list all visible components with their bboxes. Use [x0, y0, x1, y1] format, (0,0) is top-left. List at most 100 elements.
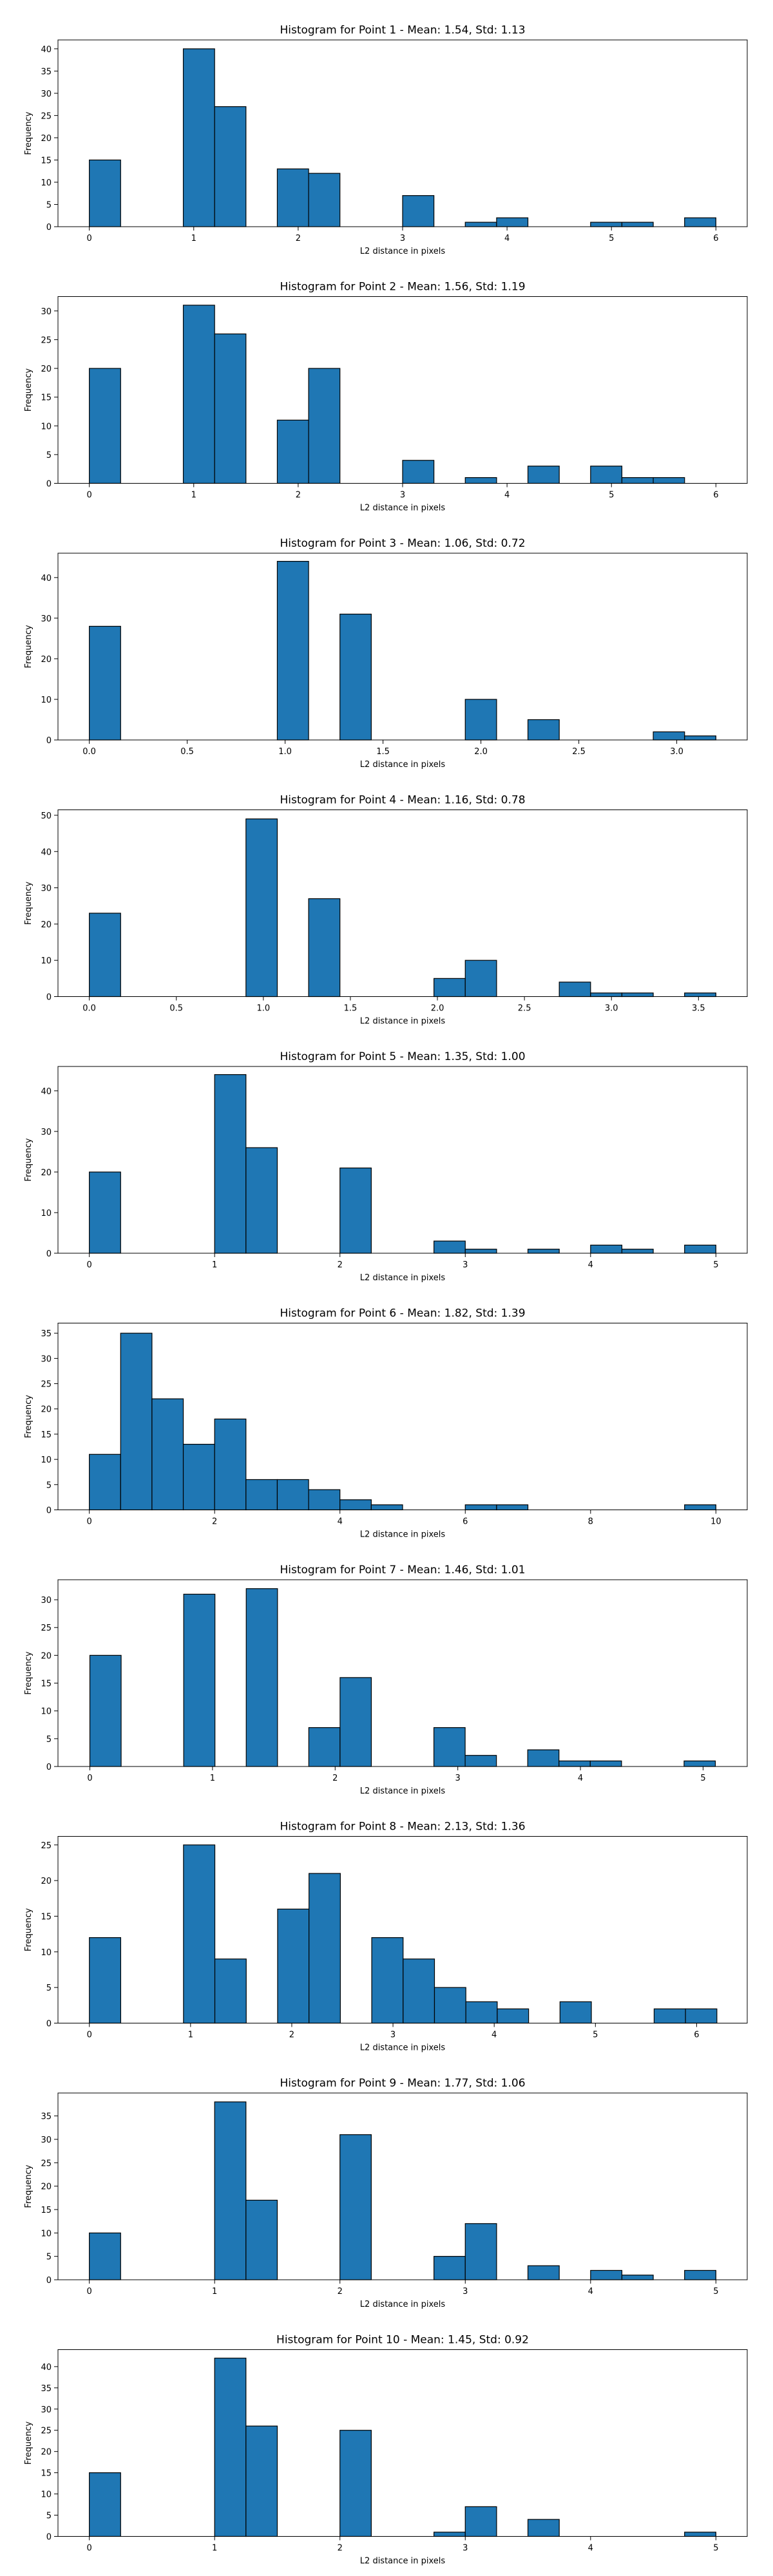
histogram-bar	[590, 2269, 623, 2280]
chart-panel-3: Histogram for Point 3 - Mean: 1.06, Std:…	[24, 537, 748, 770]
histogram-bar	[464, 477, 497, 484]
y-tick-label: 0	[46, 2020, 52, 2029]
histogram-bar	[590, 222, 623, 227]
y-tick-label: 20	[41, 365, 52, 374]
histogram-bar	[590, 992, 623, 998]
x-tick-label: 2	[338, 2544, 343, 2553]
histogram-bar	[308, 898, 341, 998]
y-tick-label: 25	[41, 2159, 52, 2168]
x-axis-label: L2 distance in pixels	[360, 2557, 446, 2566]
chart-title: Histogram for Point 10 - Mean: 1.45, Std…	[276, 2334, 529, 2347]
y-tick-label: 10	[41, 2229, 52, 2239]
x-tick-label: 0	[86, 1517, 91, 1527]
histogram-bar	[497, 2008, 530, 2024]
y-tick-label: 25	[41, 111, 52, 121]
plot-frame	[57, 1323, 748, 1510]
histogram-bar	[308, 173, 341, 227]
x-axis-label: L2 distance in pixels	[360, 1273, 446, 1283]
x-axis-label: L2 distance in pixels	[360, 1017, 446, 1027]
x-tick-label: 2	[338, 2287, 343, 2297]
histogram-bar	[89, 913, 121, 998]
histogram-bar	[434, 2532, 466, 2537]
histogram-bar	[277, 1908, 310, 2024]
x-tick-label: 1	[188, 2031, 193, 2040]
plot-frame	[57, 1836, 748, 2023]
histogram-bar	[621, 2275, 654, 2280]
histogram-bar	[558, 1760, 591, 1767]
y-tick-label: 30	[41, 614, 52, 624]
x-tick-label: 0	[86, 1260, 91, 1270]
y-tick-label: 0	[46, 736, 52, 746]
histogram-bar	[214, 106, 247, 227]
histogram-bar	[653, 731, 685, 741]
y-tick-label: 15	[41, 2206, 52, 2215]
y-axis-label: Frequency	[24, 882, 33, 925]
histogram-bar	[496, 217, 529, 227]
histogram-bar	[527, 2519, 560, 2537]
x-tick-label: 0.5	[169, 1004, 183, 1014]
x-tick-label: 0	[86, 2544, 91, 2553]
histogram-bar	[89, 625, 121, 741]
y-tick-label: 5	[46, 451, 52, 460]
histogram-bar	[183, 1593, 216, 1767]
y-tick-label: 40	[41, 45, 52, 55]
histogram-bar	[214, 333, 247, 484]
y-tick-label: 0	[46, 1249, 52, 1259]
x-tick-label: 1	[191, 234, 196, 243]
x-tick-label: 5	[700, 1774, 705, 1783]
histogram-bar	[214, 2358, 247, 2537]
y-axis-label: Frequency	[24, 2421, 33, 2465]
y-tick-label: 35	[41, 1329, 52, 1339]
histogram-bar	[684, 217, 716, 227]
x-tick-label: 8	[588, 1517, 593, 1527]
y-tick-label: 10	[41, 1707, 52, 1717]
y-axis-label: Frequency	[24, 625, 33, 668]
histogram-bar	[558, 981, 591, 998]
histogram-bar	[685, 2008, 718, 2024]
histogram-bar	[339, 2134, 372, 2280]
x-tick-label: 0	[86, 2287, 91, 2297]
histogram-bar	[182, 48, 215, 227]
y-tick-label: 40	[41, 2363, 52, 2372]
x-tick-label: 4	[338, 1517, 343, 1527]
x-tick-label: 1	[212, 1260, 217, 1270]
y-tick-label: 40	[41, 848, 52, 857]
x-tick-label: 3.0	[605, 1004, 618, 1014]
x-axis-label: L2 distance in pixels	[360, 1786, 446, 1796]
x-tick-label: 0	[86, 234, 91, 243]
histogram-bar	[276, 168, 309, 227]
histogram-bar	[464, 1755, 497, 1767]
y-tick-label: 10	[41, 422, 52, 431]
histogram-bar	[339, 613, 372, 741]
y-tick-label: 30	[41, 307, 52, 317]
x-tick-label: 0.0	[82, 747, 96, 757]
y-tick-label: 20	[41, 920, 52, 930]
histogram-bar	[245, 1147, 278, 1254]
x-tick-label: 3	[400, 234, 405, 243]
x-tick-label: 2	[296, 491, 301, 500]
x-tick-label: 1.5	[344, 1004, 358, 1014]
histogram-bar	[89, 1171, 121, 1254]
x-tick-label: 2.5	[572, 747, 586, 757]
x-tick-label: 4	[578, 1774, 583, 1783]
y-tick-label: 10	[41, 696, 52, 705]
histogram-bar	[464, 960, 497, 998]
y-tick-label: 35	[41, 2112, 52, 2122]
histogram-bar	[684, 2532, 716, 2537]
x-tick-label: 3	[455, 1774, 461, 1783]
y-tick-label: 25	[41, 336, 52, 345]
histogram-bar	[464, 699, 497, 741]
histogram-bar	[339, 1677, 372, 1767]
histogram-bar	[653, 477, 685, 484]
plot-frame	[57, 2349, 748, 2537]
histogram-bar	[276, 1479, 309, 1511]
chart-panel-4: Histogram for Point 4 - Mean: 1.16, Std:…	[24, 794, 748, 1027]
y-tick-label: 15	[41, 1430, 52, 1440]
x-tick-label: 2.5	[518, 1004, 531, 1014]
histogram-bar	[465, 2001, 498, 2024]
y-tick-label: 30	[41, 2136, 52, 2145]
histogram-bar	[684, 1504, 716, 1511]
y-tick-label: 15	[41, 2469, 52, 2479]
histogram-bar	[684, 992, 716, 998]
